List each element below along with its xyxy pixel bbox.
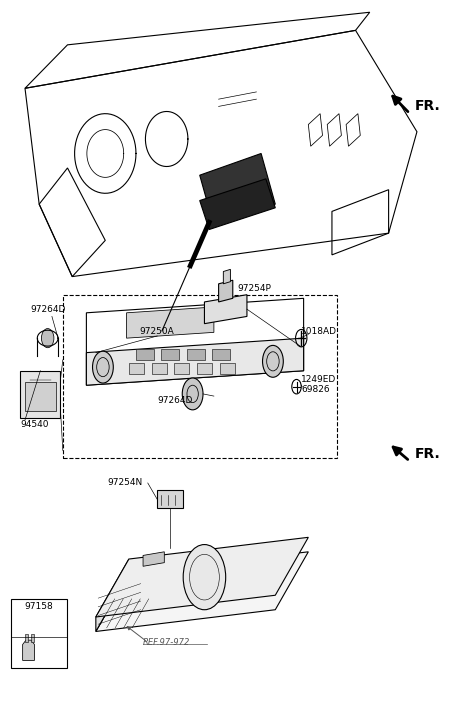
Polygon shape (218, 280, 233, 302)
Polygon shape (204, 294, 247, 324)
Text: 97264D: 97264D (31, 305, 66, 314)
Polygon shape (96, 559, 129, 632)
Bar (174, 363, 190, 374)
Bar (212, 349, 230, 360)
Circle shape (182, 378, 203, 410)
Bar (25, 635, 28, 642)
Bar (197, 363, 212, 374)
Bar (20, 371, 60, 418)
Text: 97254N: 97254N (108, 478, 143, 488)
Bar (31, 635, 35, 642)
Bar (152, 363, 167, 374)
Bar (11, 599, 67, 667)
Polygon shape (96, 552, 308, 632)
Bar (63, 294, 337, 458)
Polygon shape (200, 153, 276, 226)
Text: 94540: 94540 (20, 420, 49, 429)
Bar (219, 363, 235, 374)
Bar (162, 349, 180, 360)
Text: 97254P: 97254P (238, 284, 271, 293)
Circle shape (263, 345, 283, 377)
Circle shape (93, 351, 114, 383)
Text: 1249ED: 1249ED (301, 375, 336, 384)
Text: FR.: FR. (415, 100, 440, 113)
Text: 97264D: 97264D (157, 396, 192, 405)
Circle shape (41, 329, 54, 348)
Text: REF.97-972: REF.97-972 (143, 638, 190, 647)
Circle shape (183, 545, 226, 610)
Text: 97250A: 97250A (140, 327, 175, 336)
Bar (136, 349, 154, 360)
Polygon shape (223, 269, 230, 284)
Polygon shape (86, 338, 304, 385)
Bar (157, 490, 183, 508)
Text: FR.: FR. (415, 447, 440, 461)
Bar (129, 363, 144, 374)
Polygon shape (96, 537, 308, 617)
Polygon shape (143, 552, 164, 566)
Text: 97158: 97158 (25, 603, 54, 611)
Text: 69826: 69826 (301, 385, 330, 394)
Bar (25, 382, 56, 411)
Text: 1018AD: 1018AD (301, 327, 337, 336)
Polygon shape (126, 307, 214, 338)
Bar (187, 349, 205, 360)
Polygon shape (23, 640, 35, 660)
Polygon shape (200, 179, 276, 230)
